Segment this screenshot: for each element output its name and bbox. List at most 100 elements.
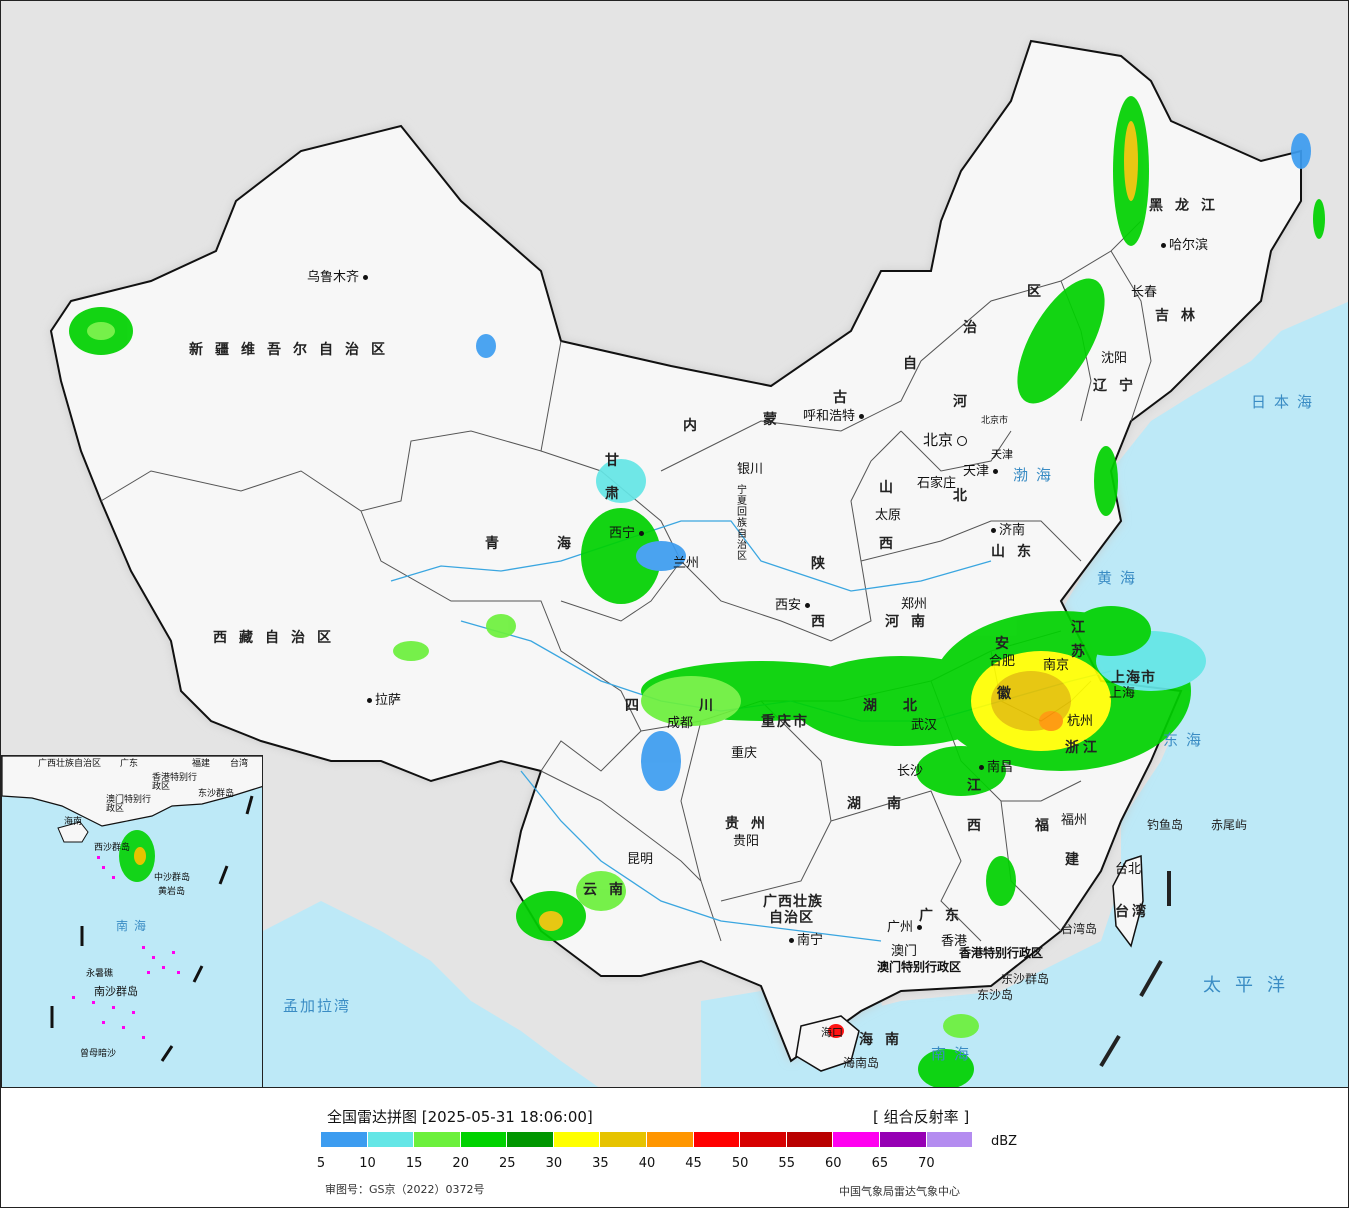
label-henan: 河南 [885,614,937,630]
city-chongqing: 重庆 [731,746,758,761]
label-jiangsu-1: 江 [1071,620,1097,636]
color-swatch [693,1132,741,1147]
color-bar [321,1132,974,1147]
city-taibei: 台北 [1115,862,1142,877]
city-xian: 西安 [775,599,813,612]
inset-boundary [50,795,254,1062]
label-south-sea: 南海 [931,1045,978,1063]
color-swatch [460,1132,508,1147]
label-anhui-1: 安 [995,636,1021,652]
label-shaanxi-1: 陕 [811,556,837,572]
inset-mainland [2,756,262,827]
label-shandong: 山东 [991,544,1043,560]
city-fuzhou: 福州 [1061,813,1088,828]
color-swatch [321,1132,368,1147]
label-east-sea: 东海 [1163,731,1210,749]
taiwan-land [1112,854,1144,948]
city-hohhot: 呼和浩特 [803,410,867,423]
city-xining: 西宁 [609,527,647,540]
inset-label-yongshu: 永暑礁 [86,969,114,979]
label-diaoyu: 钓鱼岛 [1147,818,1184,832]
inset-label-hk: 香港特别行政区 [152,773,198,793]
city-nanjing: 南京 [1043,658,1070,673]
city-hangzhou: 杭州 [1067,714,1094,729]
legend-panel: 全国雷达拼图 [2025-05-31 18:06:00] [ 组合反射率 ] d… [0,1088,1349,1208]
label-jiangxi-1: 江 [967,778,993,794]
label-xinjiang: 新疆维吾尔自治区 [189,342,397,358]
label-fujian-1: 福 [1035,818,1061,834]
label-guangxi-1: 广西壮族 [763,894,823,910]
label-shanxi-2: 西 [879,536,905,552]
label-jiangsu-2: 苏 [1071,644,1097,660]
city-kunming: 昆明 [627,852,654,867]
color-bar-tick: 50 [731,1156,749,1171]
label-neimenggu-1: 内 [683,418,709,434]
label-guangxi-2: 自治区 [769,910,814,926]
label-zhejiang: 浙江 [1065,740,1101,756]
inset-canvas [2,756,262,1062]
label-jilin: 吉林 [1155,308,1207,324]
label-hunan-2: 南 [887,796,913,812]
city-haikou: 海口 [821,1026,843,1039]
label-taiwan: 台湾 [1115,904,1149,920]
label-shaanxi-2: 西 [811,614,837,630]
city-harbin: 哈尔滨 [1161,239,1208,252]
city-tianjin: 天津 [963,465,1001,478]
color-bar-ticks: 5 10 15 20 25 30 35 40 45 50 55 60 65 70 [317,1156,973,1172]
label-fujian-2: 建 [1065,852,1091,868]
color-bar-tick: 45 [685,1156,702,1171]
label-guizhou: 贵州 [725,816,777,832]
city-lanzhou: 兰州 [673,556,700,571]
color-swatch [414,1132,461,1147]
inset-label-fujian: 福建 [192,759,211,769]
approval-number: 审图号：GS京（2022）0372号 [325,1183,485,1196]
city-nanning: 南宁 [789,934,823,947]
inset-label-hainan: 海南 [64,817,83,827]
label-sichuan-1: 四 [625,698,651,714]
inset-label-huangyan: 黄岩岛 [158,887,186,897]
city-guangzhou: 广州 [887,921,925,934]
label-ningxia: 宁夏回族自治区 [737,485,747,562]
inset-label-guangdong: 广东 [120,759,139,769]
city-lhasa: 拉萨 [367,694,401,707]
map-canvas [1,1,1348,1087]
city-wuhan: 武汉 [911,718,938,733]
city-jinan: 济南 [991,524,1025,537]
map-title: 全国雷达拼图 [2025-05-31 18:06:00] [327,1108,593,1126]
label-neimenggu-4: 自 [903,356,929,372]
inset-label-xisha: 西沙群岛 [94,843,131,853]
city-urumqi: 乌鲁木齐 [307,271,371,284]
color-swatch [740,1132,787,1147]
city-zhengzhou: 郑州 [901,597,928,612]
label-neimenggu-2: 蒙 [763,412,789,428]
city-guiyang: 贵阳 [733,834,760,849]
color-bar-tick: 30 [545,1156,563,1171]
color-swatch [507,1132,554,1147]
color-bar-tick: 25 [499,1156,516,1171]
color-swatch [879,1132,927,1147]
inset-label-dongsha: 东沙群岛 [198,789,235,799]
color-bar-tick: 10 [359,1156,376,1171]
label-hubei-2: 北 [903,698,929,714]
color-bar-tick: 35 [592,1156,609,1171]
unit-label: dBZ [991,1134,1018,1149]
label-beijing-small: 北京市 [981,416,1009,426]
color-bar-tick: 20 [452,1156,469,1171]
color-swatch [647,1132,694,1147]
label-hubei-1: 湖 [863,698,889,714]
inset-label-nansha: 南沙群岛 [94,985,138,998]
color-bar-tick: 55 [778,1156,795,1171]
city-beijing: 北京 [923,433,968,448]
label-hebei-2: 北 [953,488,979,504]
inset-label-taiwan: 台湾 [230,759,249,769]
color-swatch [926,1132,974,1147]
maritime-boundaries [1099,871,1171,1068]
ocean-area [763,301,1348,1087]
color-bar-tick: 40 [638,1156,656,1171]
label-tianjin-prov: 天津 [991,448,1013,461]
label-liaoning: 辽宁 [1093,378,1145,394]
label-macao-sar: 澳门特别行政区 [877,960,962,974]
city-yinchuan: 银川 [737,462,764,477]
label-dongsha: 东沙群岛 [1001,972,1050,986]
product-label: [ 组合反射率 ] [873,1108,970,1126]
